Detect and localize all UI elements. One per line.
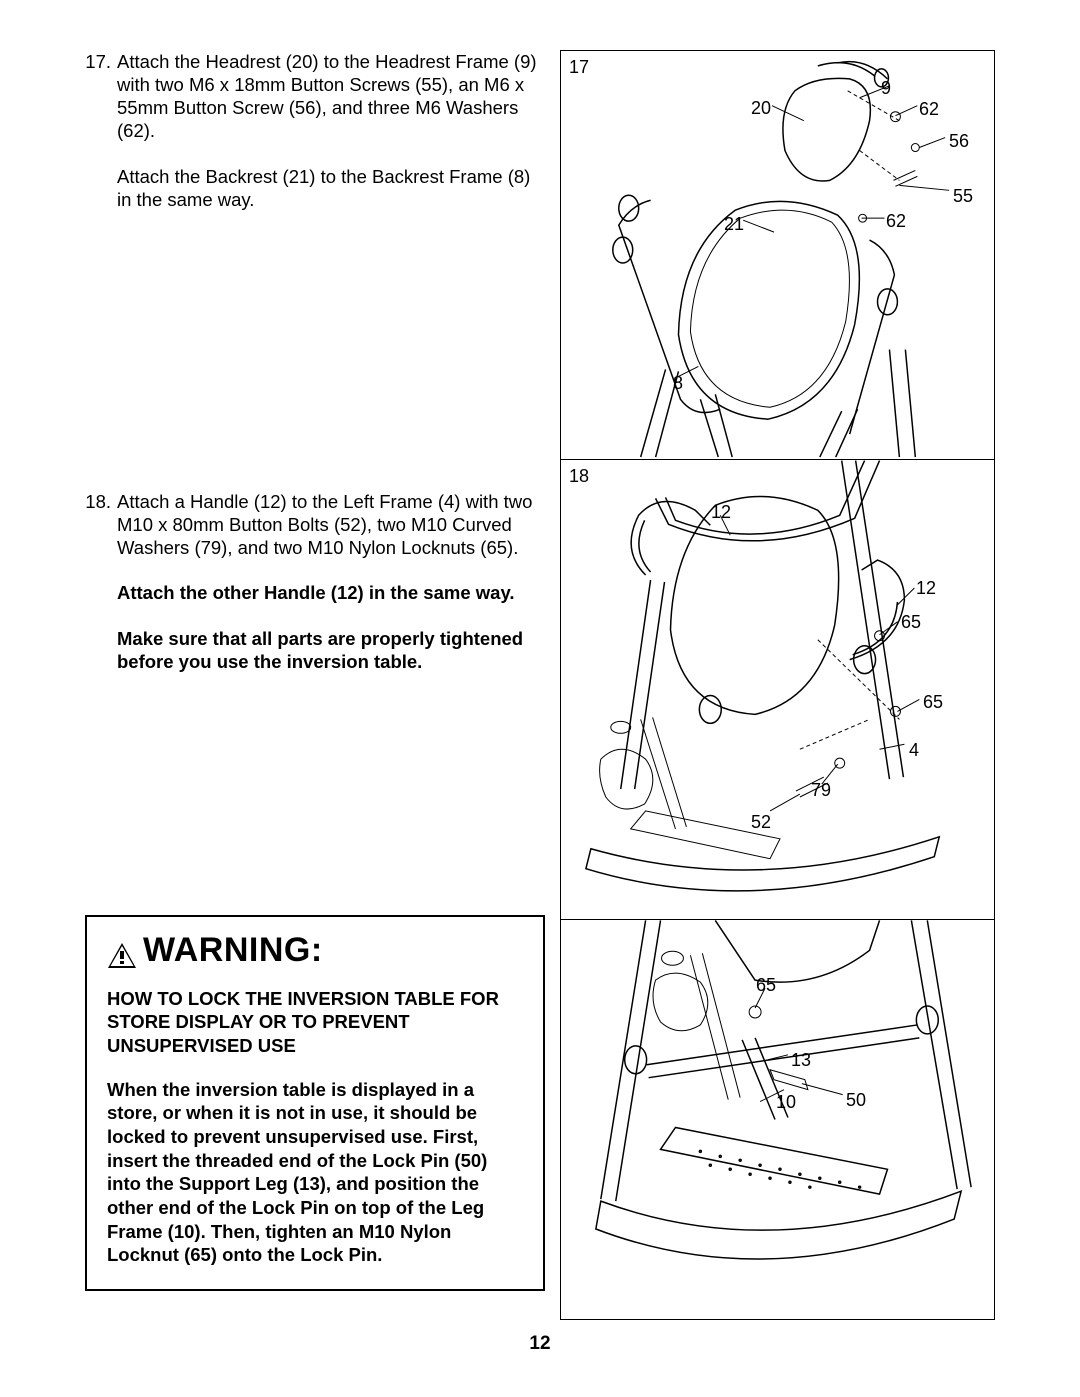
part-number-label: 62 (886, 211, 906, 232)
step-18-p1: Attach a Handle (12) to the Left Frame (… (117, 490, 545, 559)
step-17: 17. Attach the Headrest (20) to the Head… (85, 50, 545, 460)
part-number-label: 20 (751, 98, 771, 119)
diagram-warn-leaders (755, 988, 843, 1101)
warning-p2: When the inversion table is displayed in… (107, 1078, 523, 1267)
step-body: Attach a Handle (12) to the Left Frame (… (117, 490, 545, 885)
part-number-label: 10 (776, 1092, 796, 1113)
diagram-17: 17 (560, 50, 995, 460)
part-number-label: 8 (673, 373, 683, 394)
diagram-warning-illustration (561, 920, 994, 1319)
warning-p1: HOW TO LOCK THE INVERSION TABLE FOR STOR… (107, 987, 523, 1058)
part-number-label: 65 (756, 975, 776, 996)
warning-title: WARNING: (107, 929, 523, 973)
step-number: 18. (85, 490, 117, 885)
page-number: 12 (0, 1333, 1080, 1355)
part-number-label: 21 (724, 214, 744, 235)
warning-title-text: WARNING: (143, 929, 323, 973)
part-number-label: 9 (881, 78, 891, 99)
part-number-label: 4 (909, 740, 919, 761)
part-number-label: 12 (916, 578, 936, 599)
step-18-p2: Attach the other Handle (12) in the same… (117, 581, 545, 604)
part-number-label: 50 (846, 1090, 866, 1111)
step-18: 18. Attach a Handle (12) to the Left Fra… (85, 490, 545, 885)
step-number: 17. (85, 50, 117, 460)
diagram-warning: 65 13 10 50 (560, 920, 995, 1320)
part-number-label: 79 (811, 780, 831, 801)
step-17-p2: Attach the Backrest (21) to the Backrest… (117, 165, 545, 211)
right-column: 17 (560, 50, 995, 1320)
left-column: 17. Attach the Headrest (20) to the Head… (85, 50, 545, 1320)
diagram-18-leaders (720, 515, 919, 811)
part-number-label: 13 (791, 1050, 811, 1071)
warning-box: WARNING: HOW TO LOCK THE INVERSION TABLE… (85, 915, 545, 1291)
diagram-18-illustration (561, 460, 994, 919)
diagram-17-leaders (678, 86, 949, 377)
part-number-label: 52 (751, 812, 771, 833)
step-17-p1: Attach the Headrest (20) to the Headrest… (117, 50, 545, 143)
part-number-label: 65 (923, 692, 943, 713)
part-number-label: 12 (711, 502, 731, 523)
step-body: Attach the Headrest (20) to the Headrest… (117, 50, 545, 460)
step-18-p3: Make sure that all parts are properly ti… (117, 627, 545, 673)
diagram-18: 18 (560, 460, 995, 920)
part-number-label: 65 (901, 612, 921, 633)
part-number-label: 55 (953, 186, 973, 207)
part-number-label: 56 (949, 131, 969, 152)
part-number-label: 62 (919, 99, 939, 120)
warning-triangle-icon (107, 937, 137, 964)
